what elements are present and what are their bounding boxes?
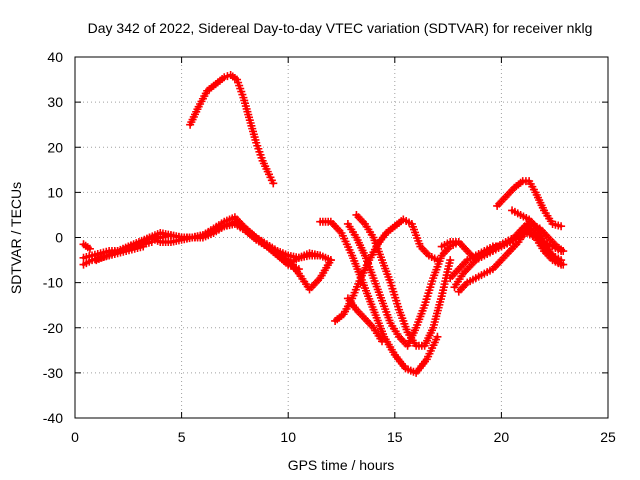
series-markers — [508, 206, 568, 269]
series-markers — [186, 71, 278, 188]
grid — [75, 57, 608, 418]
series-s18 — [493, 177, 566, 231]
y-tick-label: 10 — [47, 184, 63, 200]
tick-labels: 0 5 10 15 20 25 -40 -30 -20 -10 0 10 20 30 40 — [43, 49, 616, 445]
x-axis-label: GPS time / hours — [288, 457, 395, 473]
data-point-marker — [316, 251, 325, 260]
y-axis-label: SDTVAR / TECUs — [8, 182, 24, 294]
ticks — [74, 56, 609, 419]
data-point-marker — [433, 332, 442, 341]
series-s7 — [186, 71, 278, 188]
series-markers — [343, 294, 387, 346]
data-point-marker — [557, 222, 566, 231]
series-markers — [493, 177, 566, 231]
x-tick-label: 0 — [71, 429, 79, 445]
series-s12 — [352, 210, 455, 350]
x-tick-label: 5 — [178, 429, 186, 445]
data-point-marker — [559, 247, 568, 256]
y-tick-label: -40 — [43, 410, 63, 426]
series-s6 — [145, 219, 335, 294]
y-tick-label: 0 — [55, 230, 63, 246]
series-layer — [79, 71, 568, 377]
series-s13 — [343, 294, 387, 346]
y-tick-label: -10 — [43, 275, 63, 291]
data-point-marker — [559, 260, 568, 269]
data-point-marker — [269, 179, 278, 188]
series-s9 — [316, 217, 442, 377]
series-s3 — [79, 240, 94, 253]
series-s19 — [508, 206, 568, 269]
y-tick-label: -20 — [43, 320, 63, 336]
series-s8 — [284, 249, 325, 269]
data-point-marker — [378, 337, 387, 346]
series-markers — [145, 219, 335, 294]
data-point-marker — [85, 244, 94, 253]
y-tick-label: -30 — [43, 365, 63, 381]
data-point-marker — [446, 256, 455, 265]
x-tick-label: 20 — [494, 429, 510, 445]
y-tick-label: 20 — [47, 139, 63, 155]
x-tick-label: 10 — [280, 429, 296, 445]
series-markers — [79, 240, 94, 253]
series-markers — [352, 210, 455, 350]
data-point-marker — [326, 256, 335, 265]
y-tick-label: 40 — [47, 49, 63, 65]
series-markers — [284, 249, 325, 269]
x-tick-label: 25 — [600, 429, 616, 445]
chart-title: Day 342 of 2022, Sidereal Day-to-day VTE… — [88, 20, 593, 36]
y-tick-label: 30 — [47, 94, 63, 110]
x-tick-label: 15 — [387, 429, 403, 445]
